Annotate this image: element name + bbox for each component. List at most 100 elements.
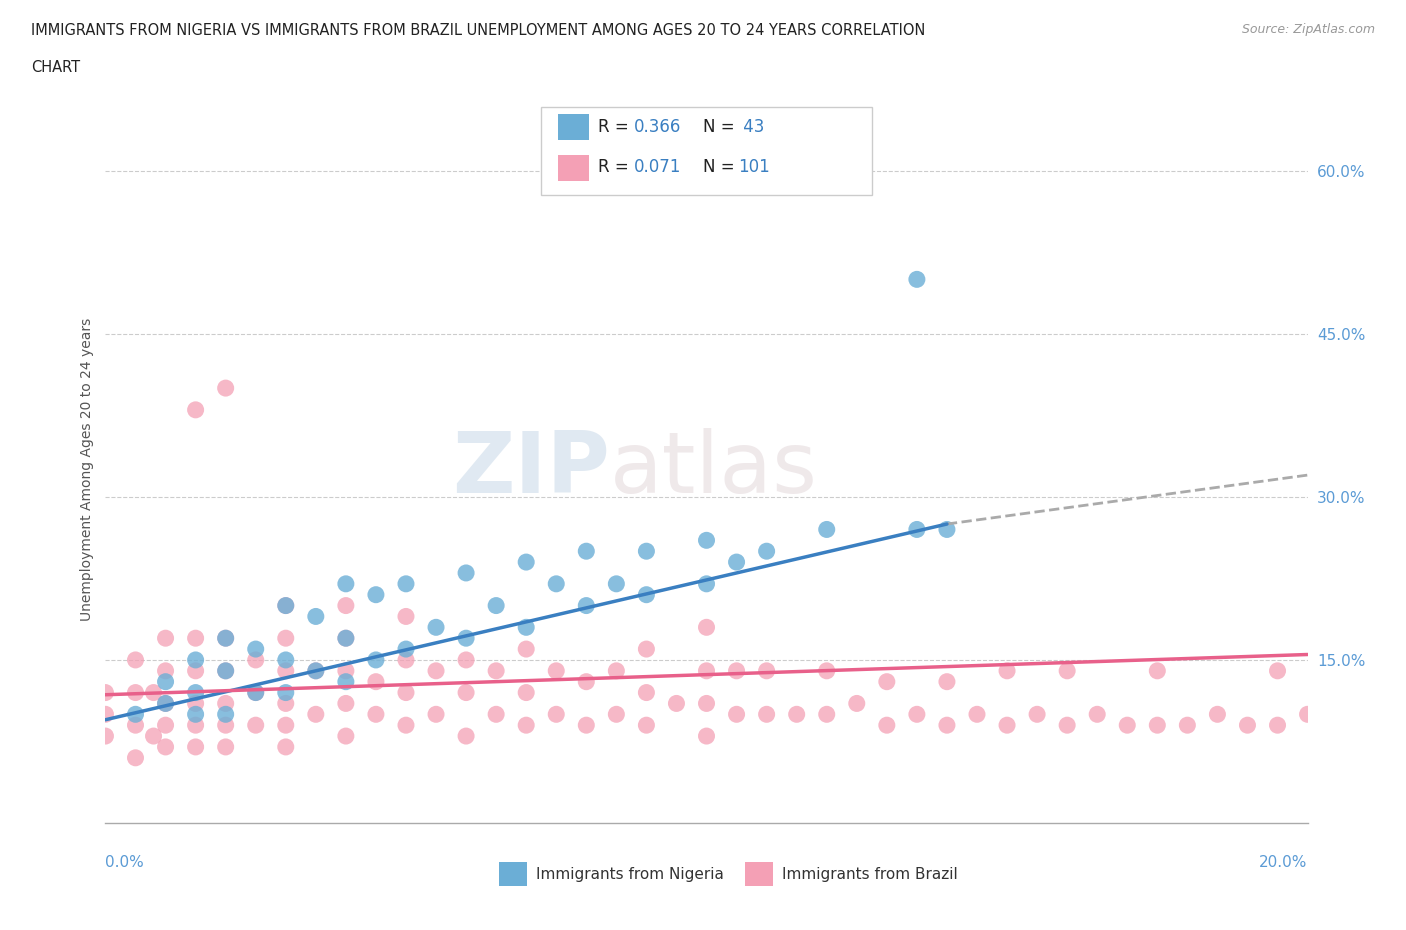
Point [636,642,658,657]
Point [94,707,117,722]
Point [636,685,658,700]
Point [184,663,207,678]
Y-axis label: Unemployment Among Ages 20 to 24 years: Unemployment Among Ages 20 to 24 years [80,318,94,621]
Point [696,533,718,548]
Point [696,728,718,743]
Point [274,718,297,733]
Point [274,631,297,645]
Point [876,674,898,689]
Point [142,685,165,700]
Point [515,718,537,733]
Point [905,707,928,722]
Point [214,631,236,645]
Text: N =: N = [703,158,740,177]
Point [515,642,537,657]
Point [395,609,418,624]
Point [995,663,1018,678]
Point [1056,718,1078,733]
Point [214,718,236,733]
Point [364,674,387,689]
Point [575,674,598,689]
Point [214,631,236,645]
Point [335,674,357,689]
Point [245,685,267,700]
Point [696,620,718,635]
Point [454,653,477,668]
Point [876,718,898,733]
Point [905,522,928,537]
Point [515,685,537,700]
Point [184,653,207,668]
Point [335,696,357,711]
Point [245,685,267,700]
Point [124,685,146,700]
Point [245,653,267,668]
Point [1267,663,1289,678]
Point [155,718,177,733]
Text: R =: R = [598,118,634,137]
Point [786,707,808,722]
Point [94,728,117,743]
Point [395,642,418,657]
Point [335,631,357,645]
Text: 43: 43 [738,118,765,137]
Text: N =: N = [703,118,740,137]
Point [425,663,447,678]
Point [454,685,477,700]
Point [395,685,418,700]
Point [395,718,418,733]
Point [1146,663,1168,678]
Point [454,728,477,743]
Point [454,631,477,645]
Point [696,696,718,711]
Point [184,718,207,733]
Point [936,522,959,537]
Point [305,609,328,624]
Point [214,707,236,722]
Point [155,674,177,689]
Point [214,663,236,678]
Point [335,598,357,613]
Point [274,663,297,678]
Point [124,751,146,765]
Point [546,663,568,678]
Point [425,707,447,722]
Point [936,674,959,689]
Point [696,663,718,678]
Point [274,653,297,668]
Point [755,707,778,722]
Point [214,739,236,754]
Point [364,653,387,668]
Text: Source: ZipAtlas.com: Source: ZipAtlas.com [1241,23,1375,36]
Point [155,696,177,711]
Point [605,663,627,678]
Point [184,707,207,722]
Point [636,587,658,602]
Text: 0.366: 0.366 [634,118,682,137]
Point [696,577,718,591]
Point [364,707,387,722]
Point [184,685,207,700]
Point [665,696,688,711]
Point [725,663,748,678]
Point [1296,707,1319,722]
Point [305,663,328,678]
Point [546,577,568,591]
Point [725,707,748,722]
Point [335,663,357,678]
Point [184,403,207,418]
Point [1175,718,1198,733]
Point [305,707,328,722]
Point [995,718,1018,733]
Point [124,707,146,722]
Point [815,522,838,537]
Point [155,696,177,711]
Point [485,663,508,678]
Point [454,565,477,580]
Text: Immigrants from Nigeria: Immigrants from Nigeria [536,867,724,882]
Point [815,663,838,678]
Point [425,620,447,635]
Point [636,718,658,733]
Point [274,739,297,754]
Point [936,718,959,733]
